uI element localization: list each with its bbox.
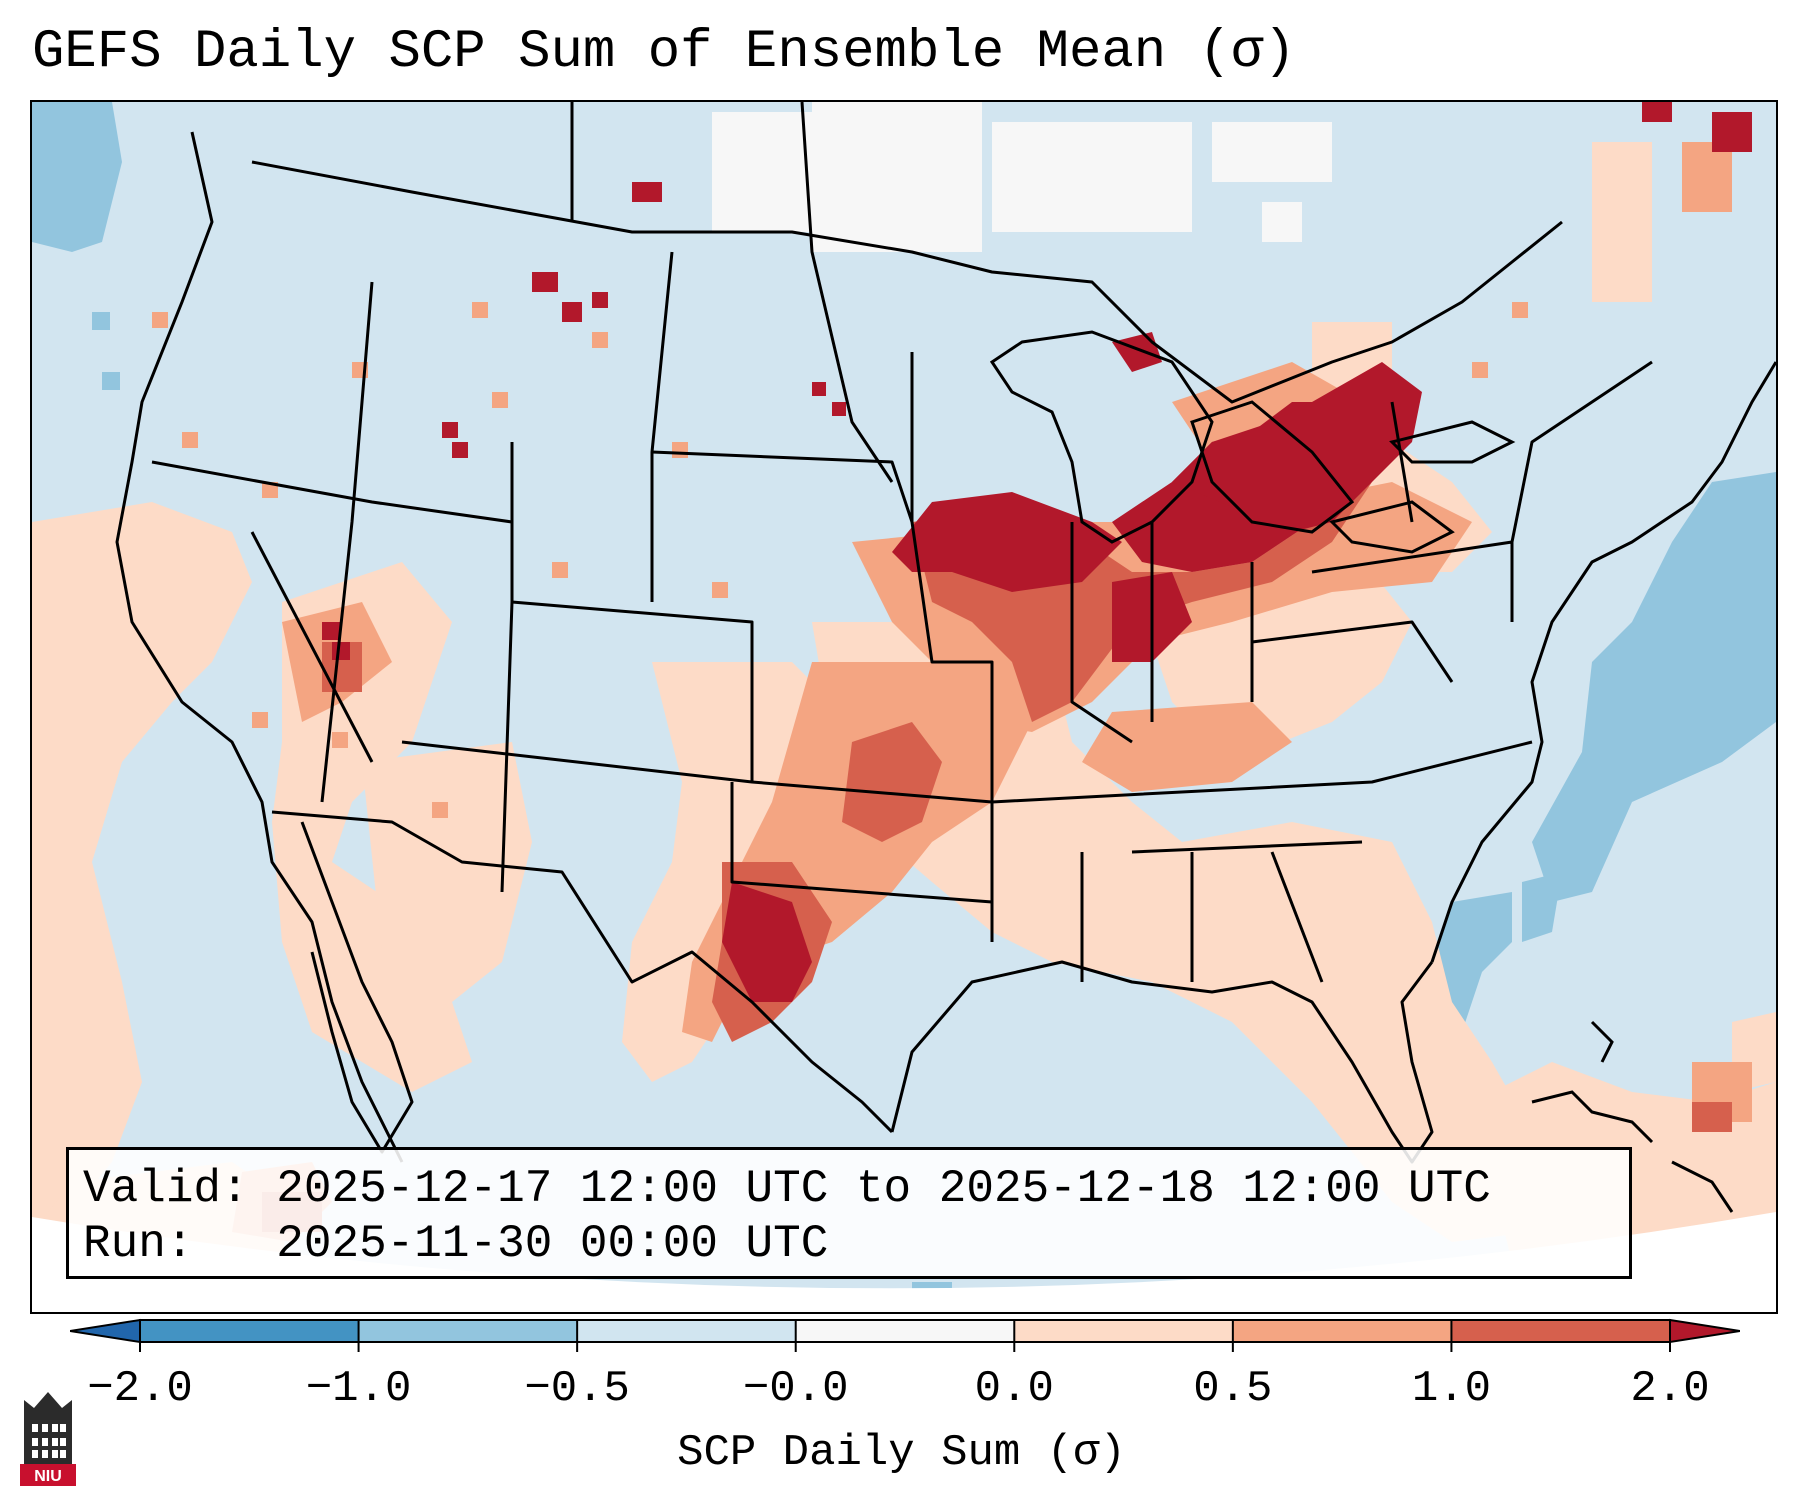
map-panel [30,100,1778,1314]
projection-edge [32,1212,1776,1312]
colorbar-bin [577,1320,796,1342]
scattered-cells [152,302,1528,818]
colorbar-bin [795,1320,1015,1342]
extreme-positive-field [322,102,1752,1002]
chart-title: GEFS Daily SCP Sum of Ensemble Mean (σ) [32,22,1296,83]
colorbar-bin [1232,1320,1452,1342]
colorbar-tick-label: −1.0 [305,1364,412,1414]
colorbar-tick-label: 0.0 [974,1364,1054,1414]
colorbar [70,1318,1740,1352]
colorbar-label: SCP Daily Sum (σ) [677,1428,1126,1478]
colorbar-bin [1014,1320,1233,1342]
colorbar-bin [1451,1320,1670,1342]
caribbean-islands [1531,1020,1734,1213]
colorbar-bin [140,1320,359,1342]
great-lakes [989,330,1516,554]
run-label: Run: [83,1218,194,1270]
run-time: 2025-11-30 00:00 UTC [276,1218,829,1270]
colorbar-bin [358,1320,578,1342]
colorbar-tick-label: 0.5 [1193,1364,1273,1414]
colorbar-tick-label: 2.0 [1630,1364,1710,1414]
svg-text:NIU: NIU [34,1468,62,1485]
valid-label: Valid: [83,1163,249,1215]
colorbar-tick-label: −2.0 [87,1364,193,1414]
colorbar-tick-label: −0.0 [742,1364,849,1414]
colorbar-tick-label: 1.0 [1411,1364,1492,1414]
validity-info-box: Valid: 2025-12-17 12:00 UTC to 2025-12-1… [66,1147,1632,1279]
niu-logo: NIU [20,1392,76,1486]
near-zero-field [712,102,1332,252]
valid-time-range: 2025-12-17 12:00 UTC to 2025-12-18 12:00… [276,1163,1491,1215]
colorbar-tick-label: −0.5 [524,1364,630,1414]
colorbar-extend-high [1669,1318,1740,1344]
state-borders [115,102,1776,1164]
colorbar-extend-low [70,1318,141,1344]
